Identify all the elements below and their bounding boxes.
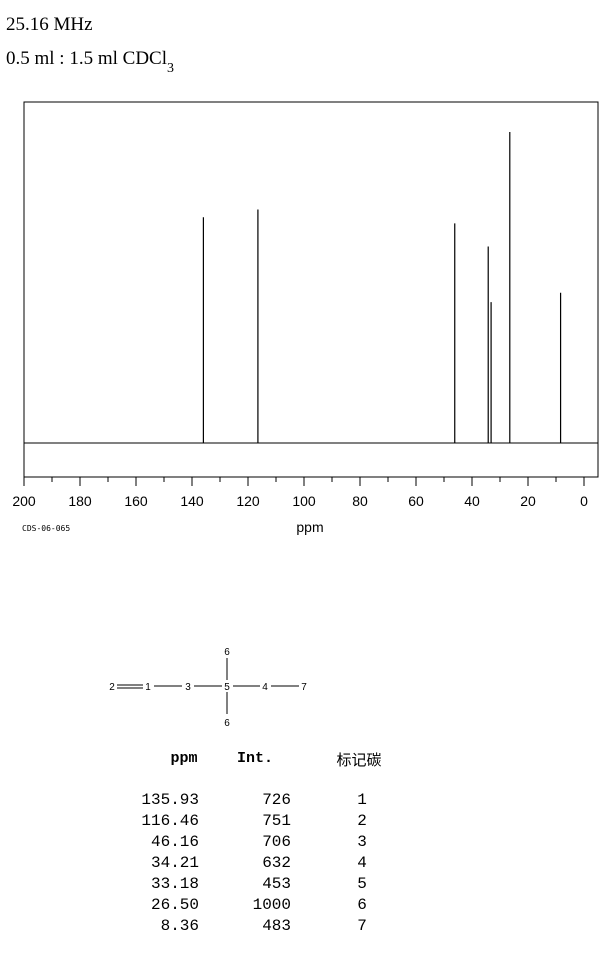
table-cell-carbon: 6	[357, 896, 367, 914]
table-cell-carbon: 3	[357, 833, 367, 851]
x-tick-label: 140	[180, 493, 204, 509]
peak-table: ppm Int. 标记碳 135.93 726 1 116.46 751 2 46.16 70…	[141, 750, 381, 935]
table-cell-int: 453	[262, 875, 291, 893]
table-cell-carbon: 2	[357, 812, 367, 830]
x-tick-label: 200	[12, 493, 36, 509]
atom-6-bottom: 6	[224, 718, 230, 729]
table-cell-ppm: 46.16	[151, 833, 199, 851]
atom-6-top: 6	[224, 647, 230, 658]
x-tick-label: 40	[464, 493, 480, 509]
x-tick-label: 60	[408, 493, 424, 509]
table-cell-int: 751	[262, 812, 291, 830]
atom-5: 5	[224, 682, 230, 693]
spectrum-code: CDS-06-065	[22, 524, 70, 533]
table-cell-carbon: 4	[357, 854, 367, 872]
table-cell-int: 706	[262, 833, 291, 851]
atom-7: 7	[301, 682, 307, 693]
table-header-carbon: 标记碳	[336, 751, 381, 769]
molecule-diagram: 2 1 3 5 4 7 6 6	[109, 647, 307, 729]
x-tick-label: 160	[124, 493, 148, 509]
table-cell-int: 483	[262, 917, 291, 935]
x-tick-label: 120	[236, 493, 260, 509]
solvent-text: 0.5 ml : 1.5 ml CDCl	[6, 48, 167, 69]
spectrometer-frequency: 25.16 MHz	[6, 14, 93, 35]
solvent-label: 0.5 ml : 1.5 ml CDCl3	[6, 48, 174, 76]
table-cell-ppm: 33.18	[151, 875, 199, 893]
atom-2: 2	[109, 682, 115, 693]
table-cell-ppm: 116.46	[141, 812, 199, 830]
table-cell-ppm: 8.36	[161, 917, 199, 935]
solvent-subscript: 3	[167, 61, 174, 76]
table-header-ppm: ppm	[170, 750, 197, 767]
table-header-int: Int.	[237, 750, 273, 767]
x-tick-label: 180	[68, 493, 92, 509]
table-rows: 135.93 726 1 116.46 751 2 46.16 706 3 34.21 632 4 33…	[141, 791, 366, 935]
x-axis-ticks: 200 180 160 140 120 100 80 60 40 20 0	[12, 477, 588, 509]
table-cell-int: 632	[262, 854, 291, 872]
atom-3: 3	[185, 682, 191, 693]
table-cell-ppm: 135.93	[141, 791, 199, 809]
table-cell-int: 726	[262, 791, 291, 809]
table-cell-carbon: 5	[357, 875, 367, 893]
atom-1: 1	[145, 682, 151, 693]
table-cell-ppm: 34.21	[151, 854, 199, 872]
atom-4: 4	[262, 682, 268, 693]
peaks-group	[202, 132, 562, 443]
x-tick-label: 100	[292, 493, 316, 509]
x-tick-label: 20	[520, 493, 536, 509]
x-axis-label: ppm	[296, 519, 323, 535]
table-cell-carbon: 1	[357, 791, 367, 809]
table-cell-int: 1000	[253, 896, 291, 914]
plot-frame	[23, 101, 599, 478]
x-tick-label: 0	[580, 493, 588, 509]
x-tick-label: 80	[352, 493, 368, 509]
table-cell-carbon: 7	[357, 917, 367, 935]
table-cell-ppm: 26.50	[151, 896, 199, 914]
